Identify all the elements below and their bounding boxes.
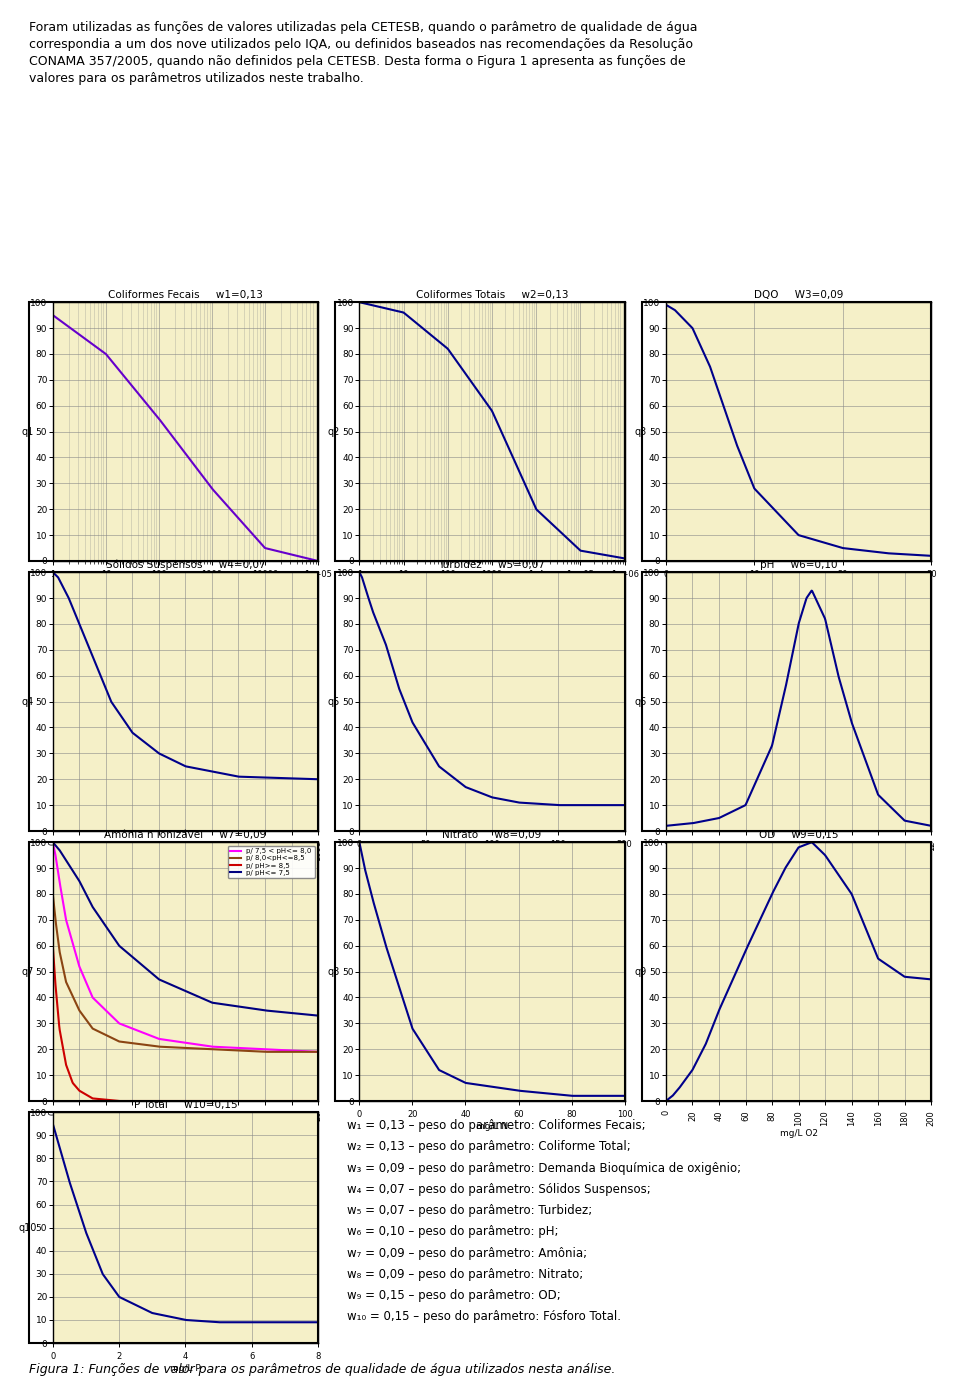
- p/ pH>= 8,5: [174, 1093, 185, 1109]
- Line: p/ pH>= 8,5: p/ pH>= 8,5: [53, 946, 318, 1101]
- X-axis label: U.F.T.: U.F.T.: [481, 852, 503, 860]
- Y-axis label: q1: q1: [21, 427, 34, 436]
- Title: P Total     w10=0,15: P Total w10=0,15: [133, 1100, 237, 1109]
- Y-axis label: q3: q3: [635, 427, 646, 436]
- Y-axis label: q7: q7: [21, 967, 34, 977]
- Title: Nitrato     w8=0,09: Nitrato w8=0,09: [443, 830, 541, 839]
- Y-axis label: q2: q2: [327, 427, 340, 436]
- Title: Turbidez     w5=0,07: Turbidez w5=0,07: [439, 560, 545, 569]
- p/ 7,5 < pH<= 8,0: [191, 1037, 203, 1053]
- p/ 8,0<pH<=8,5: [47, 886, 59, 902]
- p/ pH>= 8,5: [312, 1093, 324, 1109]
- Text: w₃ = 0,09 – peso do parâmetro: Demanda Bioquímica de oxigênio;: w₃ = 0,09 – peso do parâmetro: Demanda B…: [348, 1161, 741, 1175]
- X-axis label: mg/L O2: mg/L O2: [780, 1129, 818, 1137]
- p/ pH>= 8,5: [205, 1093, 217, 1109]
- Text: Foram utilizadas as funções de valores utilizadas pela CETESB, quando o parâmetr: Foram utilizadas as funções de valores u…: [29, 21, 697, 85]
- p/ 8,0<pH<=8,5: [175, 1039, 186, 1056]
- p/ 7,5 < pH<= 8,0: [47, 834, 59, 851]
- Line: p/ pH<= 7,5: p/ pH<= 7,5: [53, 842, 318, 1016]
- p/ pH<= 7,5: [47, 834, 59, 851]
- p/ 7,5 < pH<= 8,0: [204, 1038, 216, 1055]
- Text: Figura 1: Funções de valor para os parâmetros de qualidade de água utilizados ne: Figura 1: Funções de valor para os parâm…: [29, 1363, 615, 1377]
- Text: w₂ = 0,13 – peso do parâmetro: Coliforme Total;: w₂ = 0,13 – peso do parâmetro: Coliforme…: [348, 1140, 631, 1153]
- p/ pH<= 7,5: [204, 993, 216, 1010]
- p/ pH>= 8,5: [191, 1093, 203, 1109]
- Title: OD     w9=0,15: OD w9=0,15: [758, 830, 838, 839]
- Text: w₁₀ = 0,15 – peso do parâmetro: Fósforo Total.: w₁₀ = 0,15 – peso do parâmetro: Fósforo …: [348, 1311, 621, 1323]
- p/ 8,0<pH<=8,5: [191, 1039, 203, 1056]
- Title: Coliformes Totais     w2=0,13: Coliformes Totais w2=0,13: [416, 290, 568, 299]
- p/ pH<= 7,5: [312, 1007, 324, 1024]
- p/ 8,0<pH<=8,5: [204, 1041, 216, 1058]
- p/ 7,5 < pH<= 8,0: [264, 1041, 276, 1058]
- Title: Sólidos Suspensos     w4=0,07: Sólidos Suspensos w4=0,07: [106, 560, 265, 569]
- Title: pH     w6=0,10: pH w6=0,10: [759, 560, 837, 569]
- p/ pH>= 8,5: [113, 1093, 125, 1109]
- Text: w₈ = 0,09 – peso do parâmetro: Nitrato;: w₈ = 0,09 – peso do parâmetro: Nitrato;: [348, 1267, 584, 1281]
- X-axis label: C.T.#/100ml: C.T.#/100ml: [465, 582, 519, 590]
- Title: DQO     W3=0,09: DQO W3=0,09: [754, 290, 843, 299]
- p/ pH>= 8,5: [265, 1093, 276, 1109]
- X-axis label: AToC: AToC: [788, 853, 809, 862]
- Title: Coliformes Fecais     w1=0,13: Coliformes Fecais w1=0,13: [108, 290, 263, 299]
- p/ pH<= 7,5: [173, 979, 184, 996]
- p/ 7,5 < pH<= 8,0: [175, 1034, 186, 1051]
- Y-axis label: q9: q9: [635, 967, 646, 977]
- Y-axis label: q4: q4: [21, 697, 34, 706]
- Legend: p/ 7,5 < pH<= 8,0, p/ 8,0<pH<=8,5, p/ pH>= 8,5, p/ pH<= 7,5: p/ 7,5 < pH<= 8,0, p/ 8,0<pH<=8,5, p/ pH…: [228, 845, 315, 879]
- p/ pH<= 7,5: [264, 1003, 276, 1020]
- p/ 8,0<pH<=8,5: [306, 1044, 318, 1060]
- p/ 7,5 < pH<= 8,0: [312, 1044, 324, 1060]
- Text: w₄ = 0,07 – peso do parâmetro: Sólidos Suspensos;: w₄ = 0,07 – peso do parâmetro: Sólidos S…: [348, 1182, 651, 1196]
- Text: w₉ = 0,15 – peso do parâmetro: OD;: w₉ = 0,15 – peso do parâmetro: OD;: [348, 1288, 561, 1302]
- p/ pH>= 8,5: [47, 937, 59, 954]
- p/ 8,0<pH<=8,5: [265, 1044, 276, 1060]
- p/ pH<= 7,5: [306, 1007, 318, 1024]
- p/ 7,5 < pH<= 8,0: [306, 1044, 318, 1060]
- p/ pH<= 7,5: [175, 981, 186, 997]
- X-axis label: mg/L: mg/L: [174, 863, 197, 873]
- p/ pH<= 7,5: [191, 988, 203, 1004]
- Line: p/ 8,0<pH<=8,5: p/ 8,0<pH<=8,5: [53, 894, 318, 1052]
- X-axis label: mg/L N: mg/L N: [476, 1122, 508, 1130]
- Y-axis label: q5: q5: [327, 697, 340, 706]
- Y-axis label: q8: q8: [327, 967, 340, 977]
- Text: w₁ = 0,13 – peso do parâmetro: Coliformes Fecais;: w₁ = 0,13 – peso do parâmetro: Coliforme…: [348, 1119, 646, 1132]
- Line: p/ 7,5 < pH<= 8,0: p/ 7,5 < pH<= 8,0: [53, 842, 318, 1052]
- p/ 8,0<pH<=8,5: [173, 1039, 184, 1056]
- Text: w₅ = 0,07 – peso do parâmetro: Turbidez;: w₅ = 0,07 – peso do parâmetro: Turbidez;: [348, 1205, 592, 1217]
- X-axis label: mg/L O2: mg/L O2: [780, 582, 818, 590]
- p/ pH>= 8,5: [175, 1093, 186, 1109]
- Text: w₇ = 0,09 – peso do parâmetro: Amônia;: w₇ = 0,09 – peso do parâmetro: Amônia;: [348, 1247, 588, 1259]
- p/ pH>= 8,5: [306, 1093, 318, 1109]
- Y-axis label: q6: q6: [635, 697, 646, 706]
- X-axis label: C.F. #/100ml: C.F. #/100ml: [156, 582, 214, 590]
- X-axis label: mg/L P: mg/L P: [170, 1364, 201, 1372]
- Title: Amônia ñ Ionizável     w7=0,09: Amônia ñ Ionizável w7=0,09: [105, 830, 267, 839]
- p/ 7,5 < pH<= 8,0: [173, 1034, 184, 1051]
- Y-axis label: q10: q10: [18, 1223, 36, 1233]
- Text: w₆ = 0,10 – peso do parâmetro: pH;: w₆ = 0,10 – peso do parâmetro: pH;: [348, 1226, 559, 1238]
- p/ 8,0<pH<=8,5: [260, 1044, 272, 1060]
- p/ 8,0<pH<=8,5: [312, 1044, 324, 1060]
- X-axis label: mg/L NH3: mg/L NH3: [163, 1123, 207, 1132]
